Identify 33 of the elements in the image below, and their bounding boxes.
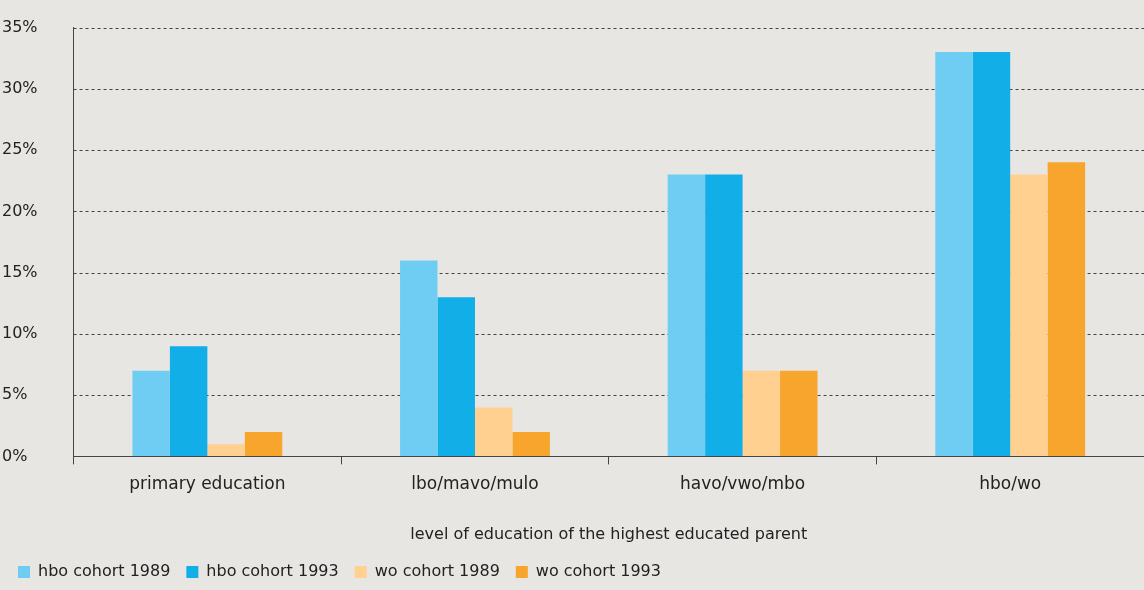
bar: [1047, 162, 1086, 456]
legend-label: hbo cohort 1989: [38, 561, 171, 581]
bar: [474, 407, 513, 456]
bar: [935, 52, 973, 456]
bar: [742, 370, 781, 456]
legend-label: wo cohort 1989: [374, 561, 500, 581]
y-tick-label: 0%: [2, 445, 28, 465]
bar: [244, 431, 283, 456]
legend-label: wo cohort 1993: [535, 561, 661, 581]
legend-label: hbo cohort 1993: [206, 561, 339, 581]
y-tick-label: 15%: [2, 261, 38, 281]
bar: [437, 297, 475, 456]
bar: [400, 260, 438, 456]
bar: [705, 174, 743, 456]
y-tick-label: 30%: [2, 78, 38, 98]
bar: [1010, 174, 1048, 456]
bar: [132, 370, 170, 456]
y-tick-label: 5%: [2, 384, 28, 404]
x-tick-label: primary education: [129, 473, 286, 494]
x-tick-label: lbo/mavo/mulo: [411, 473, 539, 494]
x-axis-title: level of education of the highest educated parent: [410, 523, 808, 543]
y-tick-label: 20%: [2, 200, 38, 220]
bar: [207, 444, 245, 456]
bar: [512, 431, 550, 456]
x-tick-label: havo/vwo/mbo: [679, 473, 806, 494]
bar: [780, 370, 818, 456]
bar: [667, 174, 706, 456]
y-tick-label: 10%: [2, 323, 38, 343]
y-tick-label: 25%: [2, 139, 38, 159]
bar: [169, 346, 208, 456]
y-tick-label: 35%: [2, 16, 38, 36]
bar: [972, 52, 1011, 456]
x-tick-label: hbo/wo: [979, 473, 1042, 494]
